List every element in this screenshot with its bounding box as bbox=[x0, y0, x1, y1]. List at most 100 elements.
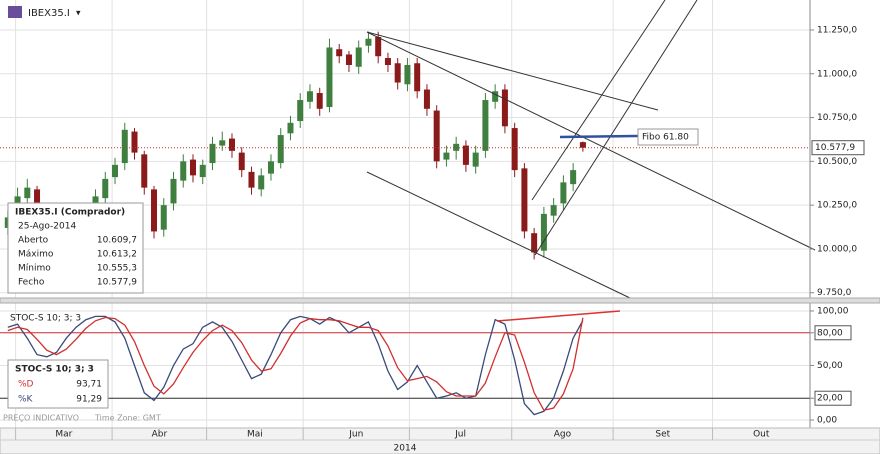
y-tick-label: 0,00 bbox=[817, 416, 837, 426]
info-value: 10.555,3 bbox=[97, 264, 137, 274]
y-tick-label: 10.750,0 bbox=[817, 113, 857, 123]
info-value: 10.613,2 bbox=[97, 250, 137, 260]
y-tick-box bbox=[814, 390, 852, 406]
x-tick-label: Abr bbox=[152, 430, 168, 440]
candle-body bbox=[570, 170, 577, 185]
candle-body bbox=[219, 140, 226, 146]
y-tick-label: 10.250,0 bbox=[817, 201, 857, 211]
candle-body bbox=[267, 161, 274, 174]
candle-body bbox=[336, 49, 343, 57]
candle-body bbox=[482, 100, 489, 151]
indicator-value: 93,71 bbox=[76, 380, 102, 390]
candle-body bbox=[306, 91, 313, 102]
trend-line bbox=[366, 31, 816, 251]
candle-body bbox=[209, 143, 216, 164]
candle-body bbox=[121, 129, 128, 164]
info-value: 10.609,7 bbox=[97, 236, 137, 246]
indicator-rows: %D 93,71 %K 91,29 bbox=[18, 380, 102, 405]
info-title: IBEX35.I (Comprador) bbox=[15, 208, 125, 218]
candle-body bbox=[170, 178, 177, 204]
x-tick-label: Set bbox=[655, 430, 670, 440]
candle-body bbox=[579, 142, 586, 148]
candle-body bbox=[34, 189, 41, 206]
candle-body bbox=[384, 57, 391, 65]
y-tick-label: 100,00 bbox=[817, 306, 849, 316]
y-tick-label: 80,00 bbox=[817, 328, 843, 338]
candle-body bbox=[24, 187, 31, 199]
candle-body bbox=[160, 205, 167, 230]
x-tick-label: Mar bbox=[55, 430, 72, 440]
x-tick-label: Out bbox=[753, 430, 770, 440]
candle-body bbox=[492, 91, 499, 102]
indicator-box-title: STOC-S 10; 3; 3 bbox=[15, 365, 94, 375]
candle-body bbox=[511, 128, 518, 171]
info-rows: Aberto 10.609,7 Máximo 10.613,2 Mínimo 10.555… bbox=[18, 236, 137, 288]
candle-body bbox=[180, 161, 187, 181]
y-tick-label: 11.000,0 bbox=[817, 69, 857, 79]
trend-line bbox=[534, 0, 698, 256]
symbol-icon bbox=[8, 6, 22, 18]
candle-body bbox=[560, 182, 567, 204]
trend-line bbox=[366, 31, 659, 111]
candle-body bbox=[345, 54, 352, 65]
candle-body bbox=[238, 152, 245, 171]
candle-body bbox=[375, 36, 382, 57]
candle-body bbox=[258, 175, 265, 190]
x-tick-label: Jun bbox=[348, 430, 363, 440]
indicator-name: %K bbox=[18, 395, 34, 405]
last-price-label: 10.577,9 bbox=[815, 143, 855, 153]
candle-body bbox=[287, 122, 294, 134]
x-tick-label: Ago bbox=[554, 430, 572, 440]
x-axis-band bbox=[0, 427, 880, 454]
y-tick-label: 50,00 bbox=[817, 361, 843, 371]
fibo-box bbox=[637, 128, 699, 146]
candle-body bbox=[277, 135, 284, 164]
candle-body bbox=[433, 110, 440, 162]
y-tick-label: 10.000,0 bbox=[817, 244, 857, 254]
candle-body bbox=[501, 89, 508, 127]
candle-body bbox=[228, 138, 235, 151]
candle-body bbox=[404, 64, 411, 85]
info-label: Fecho bbox=[18, 278, 45, 288]
symbol[interactable]: IBEX35.I bbox=[28, 8, 70, 19]
trend-line bbox=[366, 171, 631, 299]
candle-body bbox=[131, 131, 138, 153]
trend-lines bbox=[366, 0, 816, 299]
indicator-title: STOC-S 10; 3; 3 bbox=[10, 314, 81, 324]
info-label: Máximo bbox=[18, 250, 54, 260]
candle-body bbox=[326, 47, 333, 108]
fibo-label: Fibo 61.80 bbox=[642, 133, 689, 143]
year-label: 2014 bbox=[394, 444, 417, 454]
y-tick-label: 20,00 bbox=[817, 394, 843, 404]
candle-body bbox=[531, 233, 538, 253]
axes: Mar Abr Mai Jun Jul Ago Set Out 9.750,0 10.000,0 1… bbox=[15, 25, 865, 440]
candle-body bbox=[414, 63, 421, 92]
candle-body bbox=[540, 213, 547, 251]
candle-body bbox=[112, 164, 119, 178]
candle-body bbox=[189, 159, 196, 176]
symbol-menu[interactable]: ▾ bbox=[76, 9, 81, 19]
candle-body bbox=[199, 164, 206, 178]
indicator-name: %D bbox=[18, 380, 34, 390]
candle-body bbox=[248, 171, 255, 188]
info-label: Aberto bbox=[18, 236, 49, 246]
panel-separator bbox=[0, 297, 880, 304]
info-date: 25-Ago-2014 bbox=[18, 222, 76, 232]
info-value: 10.577,9 bbox=[97, 278, 137, 288]
y-tick-box bbox=[814, 325, 852, 341]
candle-body bbox=[462, 145, 469, 165]
candle-body bbox=[141, 154, 148, 188]
footer-timezone: Time Zone: GMT bbox=[94, 414, 161, 423]
candle-body bbox=[365, 38, 372, 46]
candle-body bbox=[394, 63, 401, 83]
last-price-box bbox=[811, 140, 865, 156]
divergence-line bbox=[496, 310, 621, 322]
indicator-box bbox=[7, 359, 109, 409]
candle-body bbox=[297, 100, 304, 122]
candle-body bbox=[521, 168, 528, 232]
candle-body bbox=[355, 47, 362, 67]
trend-line bbox=[531, 0, 666, 201]
candle-body bbox=[550, 205, 557, 216]
